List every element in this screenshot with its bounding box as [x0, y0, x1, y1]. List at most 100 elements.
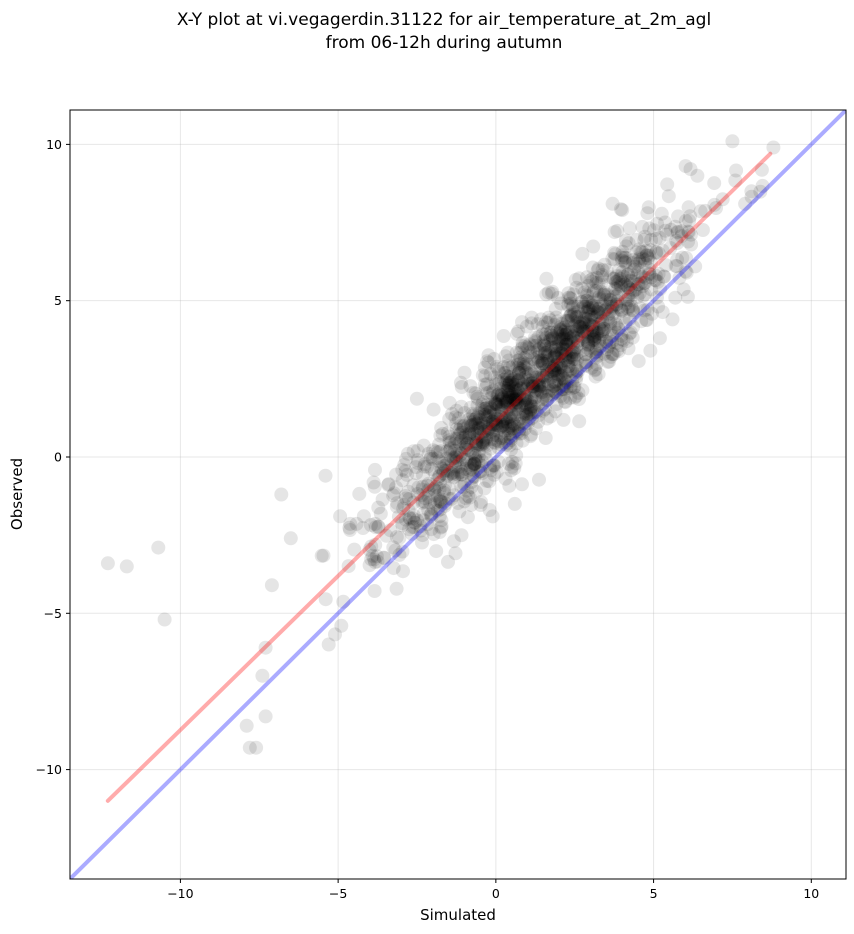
scatter-point: [599, 334, 614, 349]
scatter-point: [625, 274, 640, 289]
scatter-point: [632, 286, 647, 301]
scatter-point: [483, 367, 498, 382]
scatter-point: [336, 594, 351, 609]
scatter-point: [559, 337, 574, 352]
scatter-point: [623, 285, 638, 300]
scatter-point: [490, 418, 505, 433]
scatter-point: [524, 405, 539, 420]
scatter-point: [505, 375, 520, 390]
scatter-point: [408, 515, 423, 530]
scatter-point: [496, 391, 511, 405]
scatter-point: [478, 452, 493, 467]
scatter-point: [744, 189, 759, 204]
scatter-point: [520, 340, 534, 354]
scatter-point: [678, 264, 693, 279]
scatter-point: [531, 397, 546, 412]
scatter-point: [426, 451, 440, 466]
scatter-point: [548, 342, 563, 357]
scatter-point: [584, 360, 599, 375]
scatter-point: [568, 367, 583, 382]
scatter-point: [442, 433, 457, 448]
scatter-point: [474, 453, 489, 468]
scatter-point: [592, 344, 607, 358]
scatter-point: [389, 530, 404, 544]
scatter-point: [589, 348, 604, 362]
scatter-point: [520, 348, 535, 363]
scatter-point: [451, 411, 466, 426]
scatter-point: [437, 464, 451, 479]
scatter-point: [566, 324, 581, 339]
scatter-point: [558, 327, 573, 342]
scatter-point: [618, 292, 633, 307]
scatter-point: [505, 383, 520, 398]
scatter-point: [521, 416, 536, 430]
scatter-point: [579, 312, 594, 326]
scatter-point: [526, 379, 541, 394]
scatter-point: [460, 436, 475, 451]
scatter-point: [560, 323, 575, 338]
scatter-point: [571, 323, 586, 338]
scatter-point: [464, 418, 479, 433]
scatter-point: [368, 462, 382, 477]
scatter-point: [566, 329, 581, 344]
scatter-point: [635, 245, 650, 260]
scatter-point: [609, 297, 624, 312]
scatter-point: [572, 319, 587, 334]
scatter-point: [617, 255, 632, 270]
scatter-point: [635, 269, 650, 284]
scatter-point: [529, 370, 544, 385]
scatter-point: [452, 504, 467, 519]
scatter-point: [585, 271, 600, 286]
scatter-point: [519, 381, 534, 396]
scatter-point: [551, 383, 566, 398]
scatter-point: [567, 305, 582, 320]
scatter-point: [536, 369, 551, 384]
scatter-point: [489, 464, 504, 479]
scatter-point: [535, 327, 550, 342]
scatter-point: [486, 428, 501, 443]
scatter-point: [424, 478, 439, 493]
scatter-point: [605, 334, 619, 349]
scatter-point: [582, 317, 597, 332]
scatter-point: [532, 346, 547, 361]
scatter-point: [460, 436, 474, 451]
scatter-point: [506, 407, 521, 422]
scatter-point: [596, 324, 611, 338]
scatter-point: [550, 314, 565, 329]
scatter-point: [487, 467, 502, 482]
scatter-point: [457, 477, 472, 492]
scatter-point: [592, 301, 607, 316]
scatter-point: [492, 393, 507, 408]
scatter-point: [463, 418, 478, 433]
scatter-point: [352, 486, 367, 501]
scatter-point: [452, 465, 467, 480]
scatter-point: [547, 358, 562, 373]
scatter-point: [523, 397, 538, 412]
scatter-point: [579, 305, 594, 320]
scatter-point: [538, 356, 553, 371]
scatter-point: [674, 224, 689, 239]
scatter-point: [515, 477, 529, 492]
scatter-point: [620, 292, 635, 307]
scatter-point: [531, 354, 546, 368]
scatter-point: [648, 268, 663, 283]
scatter-point: [582, 318, 597, 333]
scatter-point: [580, 287, 595, 302]
scatter-point: [578, 299, 593, 314]
scatter-point: [469, 434, 484, 449]
scatter-point: [415, 482, 430, 497]
scatter-point: [478, 380, 493, 395]
scatter-point: [477, 424, 492, 439]
scatter-point: [558, 322, 573, 337]
scatter-point: [514, 426, 529, 441]
scatter-point: [479, 386, 494, 401]
scatter-point: [554, 360, 568, 375]
scatter-point: [415, 479, 430, 494]
scatter-point: [511, 395, 526, 410]
scatter-point: [578, 347, 593, 362]
scatter-point: [605, 301, 620, 316]
scatter-point: [555, 368, 570, 383]
scatter-point: [585, 317, 600, 332]
scatter-point: [449, 453, 464, 468]
scatter-point: [454, 467, 469, 482]
